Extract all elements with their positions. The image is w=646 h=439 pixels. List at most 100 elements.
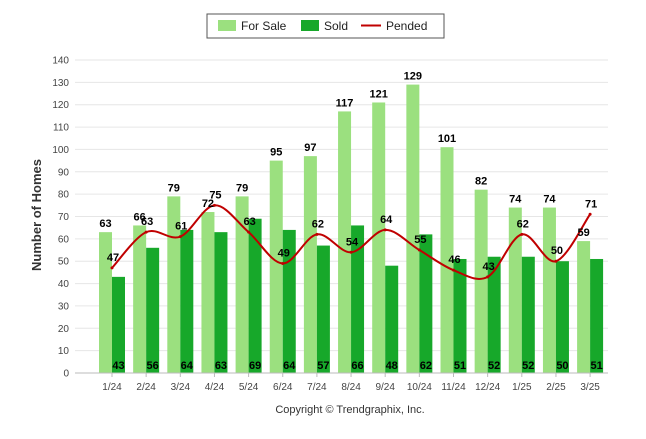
bar-sold[interactable] xyxy=(214,232,228,373)
data-label-pended: 71 xyxy=(585,198,597,210)
data-label-for-sale: 82 xyxy=(475,176,487,188)
bar-for-sale[interactable] xyxy=(338,111,352,374)
bar-for-sale[interactable] xyxy=(372,102,386,373)
data-label-sold: 63 xyxy=(215,360,227,372)
bar-for-sale[interactable] xyxy=(99,232,112,373)
y-tick-label: 80 xyxy=(58,190,70,201)
y-tick-label: 40 xyxy=(58,279,70,290)
x-tick-label: 1/24 xyxy=(102,382,122,393)
data-label-sold: 51 xyxy=(590,360,602,372)
bar-sold[interactable] xyxy=(521,256,535,373)
point-pended[interactable] xyxy=(349,250,353,254)
data-label-sold: 50 xyxy=(556,360,568,372)
bar-sold[interactable] xyxy=(248,218,262,373)
point-pended[interactable] xyxy=(281,261,285,265)
data-label-sold: 69 xyxy=(249,360,261,372)
point-pended[interactable] xyxy=(417,248,421,252)
y-tick-label: 50 xyxy=(58,257,70,268)
data-label-for-sale: 117 xyxy=(336,97,354,109)
data-label-sold: 48 xyxy=(386,360,398,372)
point-pended[interactable] xyxy=(247,230,251,234)
bar-for-sale[interactable] xyxy=(577,241,591,373)
bar-for-sale[interactable] xyxy=(406,84,420,373)
data-label-pended: 43 xyxy=(483,261,495,273)
bar-for-sale[interactable] xyxy=(133,225,147,373)
bar-sold[interactable] xyxy=(385,265,399,373)
line-layer xyxy=(110,203,592,280)
data-label-for-sale: 66 xyxy=(134,211,146,223)
legend-label-for-sale[interactable]: For Sale xyxy=(241,19,287,33)
bar-sold[interactable] xyxy=(590,258,604,373)
data-label-for-sale: 97 xyxy=(304,142,316,154)
axis-layer: 0 10 20 30 40 50 60 70 80 90 100 110 120 130 140 1/24 2/… xyxy=(52,56,608,393)
y-tick-label: 10 xyxy=(58,346,70,357)
bar-for-sale[interactable] xyxy=(474,189,488,373)
point-pended[interactable] xyxy=(178,235,182,239)
bar-sold[interactable] xyxy=(282,229,296,373)
bar-sold[interactable] xyxy=(316,245,330,373)
bar-for-sale[interactable] xyxy=(235,196,249,373)
point-pended[interactable] xyxy=(486,275,490,279)
point-pended[interactable] xyxy=(383,228,387,232)
data-label-sold: 64 xyxy=(283,360,296,372)
bar-for-sale[interactable] xyxy=(508,207,522,373)
bar-for-sale[interactable] xyxy=(303,156,317,373)
data-label-for-sale: 72 xyxy=(202,198,214,210)
x-tick-label: 7/24 xyxy=(307,382,327,393)
data-label-sold: 66 xyxy=(351,360,363,372)
x-tick-label: 1/25 xyxy=(512,382,532,393)
bar-sold[interactable] xyxy=(453,258,467,373)
y-tick-label: 140 xyxy=(52,56,69,67)
x-tick-label: 2/25 xyxy=(546,382,566,393)
data-label-pended: 63 xyxy=(141,216,153,228)
point-pended[interactable] xyxy=(144,230,148,234)
bar-sold[interactable] xyxy=(351,225,365,373)
bar-sold[interactable] xyxy=(146,247,160,373)
data-label-sold: 43 xyxy=(112,360,124,372)
data-label-pended: 75 xyxy=(209,189,221,201)
y-tick-label: 130 xyxy=(52,78,69,89)
data-label-pended: 64 xyxy=(380,214,393,226)
data-label-sold: 52 xyxy=(488,360,500,372)
data-label-for-sale: 101 xyxy=(438,133,456,145)
bar-for-sale[interactable] xyxy=(167,196,181,373)
point-pended[interactable] xyxy=(315,232,319,236)
legend-box xyxy=(206,13,445,39)
y-tick-label: 20 xyxy=(58,324,70,335)
data-label-sold: 52 xyxy=(522,360,534,372)
bar-layer xyxy=(99,84,604,374)
legend-label-pended[interactable]: Pended xyxy=(386,19,427,33)
point-pended[interactable] xyxy=(588,212,592,216)
point-pended[interactable] xyxy=(554,259,558,263)
y-tick-label: 30 xyxy=(58,301,70,312)
bar-sold[interactable] xyxy=(419,234,433,373)
point-pended[interactable] xyxy=(520,232,524,236)
x-tick-label: 5/24 xyxy=(239,382,259,393)
bar-for-sale[interactable] xyxy=(269,160,283,373)
bar-for-sale[interactable] xyxy=(542,207,556,373)
bar-sold[interactable] xyxy=(180,229,194,373)
y-tick-label: 0 xyxy=(63,369,69,380)
bar-for-sale[interactable] xyxy=(440,147,454,373)
data-label-for-sale: 63 xyxy=(99,218,111,230)
legend-swatch-sold xyxy=(301,20,319,31)
point-pended[interactable] xyxy=(452,268,455,272)
x-tick-label: 2/24 xyxy=(136,382,156,393)
bar-sold[interactable] xyxy=(555,261,569,373)
legend[interactable]: For Sale Sold Pended xyxy=(206,13,445,39)
legend-label-sold[interactable]: Sold xyxy=(324,19,348,33)
data-label-pended: 46 xyxy=(448,254,460,266)
x-tick-label: 3/24 xyxy=(171,382,191,393)
point-pended[interactable] xyxy=(110,266,114,270)
data-label-pended: 54 xyxy=(346,236,359,248)
point-pended[interactable] xyxy=(212,203,216,207)
data-label-for-sale: 74 xyxy=(543,194,556,206)
bar-sold[interactable] xyxy=(112,276,125,373)
x-tick-label: 8/24 xyxy=(341,382,361,393)
bar-for-sale[interactable] xyxy=(201,212,215,373)
x-tick-label: 10/24 xyxy=(407,382,432,393)
y-tick-label: 100 xyxy=(52,145,69,156)
bar-sold[interactable] xyxy=(487,256,501,373)
